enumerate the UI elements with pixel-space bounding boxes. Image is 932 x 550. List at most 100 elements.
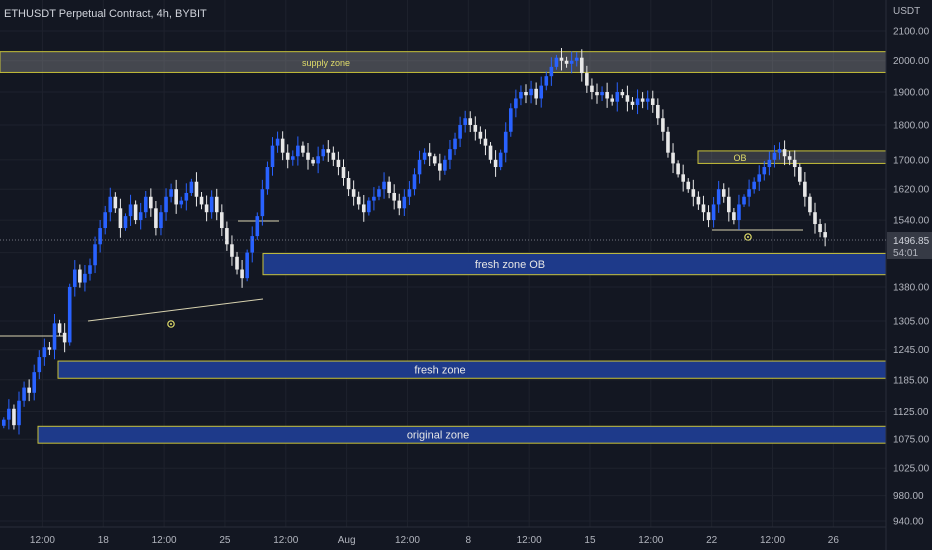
price-tick-label: 1540.00 [893, 216, 930, 227]
candle-body [128, 204, 133, 217]
price-tick-label: 1380.00 [893, 282, 930, 293]
candle-body [427, 152, 432, 157]
candle-body [595, 92, 599, 96]
candle-body [270, 145, 275, 168]
candle-body [412, 174, 417, 190]
candle-body [199, 196, 204, 205]
candle-body [742, 196, 746, 205]
candle-body [691, 189, 696, 197]
candle-body [808, 196, 812, 213]
candle-body [72, 269, 77, 287]
eye-marker-pupil [170, 323, 172, 325]
bar-countdown: 54:01 [893, 248, 918, 259]
candle-body [154, 208, 158, 229]
candle-body [747, 189, 751, 197]
time-tick-label: 15 [584, 535, 596, 546]
candle-body [453, 138, 457, 150]
candle-body [7, 408, 11, 420]
candle-body [701, 204, 706, 213]
candle-body [539, 85, 544, 99]
candle-body [671, 152, 675, 164]
candle-body [650, 98, 655, 105]
candle-body [549, 66, 554, 77]
candle-body [138, 212, 143, 221]
zones [0, 51, 887, 444]
candle-body [27, 387, 31, 393]
candle-body [356, 196, 361, 205]
time-tick-label: Aug [338, 535, 356, 546]
candle-body [387, 181, 391, 193]
candle-body [432, 156, 437, 164]
candle-body [706, 212, 711, 221]
candle-body [103, 212, 107, 229]
candle-body [265, 167, 270, 190]
zone-label: fresh zone [414, 365, 465, 377]
candle-body [762, 167, 767, 175]
candle-body [823, 232, 827, 238]
candle-body [275, 138, 280, 146]
candle-body [468, 118, 473, 125]
candle-body [488, 145, 493, 160]
price-tick-label: 1125.00 [893, 407, 929, 418]
candle-body [503, 131, 508, 153]
candle-body [493, 159, 498, 168]
candle-body [149, 196, 153, 209]
candles [2, 48, 827, 435]
candle-body [133, 204, 138, 221]
candle-body [98, 228, 102, 245]
candle-body [498, 152, 503, 168]
candle-body [787, 156, 792, 160]
price-tick-label: 1185.00 [893, 375, 929, 386]
candle-body [407, 189, 412, 197]
zone-rect [0, 51, 887, 73]
candle-body [645, 98, 650, 102]
candle-body [123, 216, 128, 229]
time-tick-label: 12:00 [760, 535, 785, 546]
candle-body [306, 152, 310, 160]
candle-body [610, 98, 614, 102]
candle-body [194, 181, 199, 197]
zone-label: original zone [407, 430, 469, 442]
candle-body [397, 200, 402, 209]
time-tick-label: 12:00 [638, 535, 663, 546]
candle-body [661, 118, 665, 132]
candle-body [169, 189, 173, 197]
candle-body [458, 124, 462, 139]
candle-body [519, 92, 523, 99]
candle-body [666, 131, 670, 153]
price-tick-label: 1900.00 [893, 88, 930, 99]
candle-body [260, 189, 265, 217]
candle-body [204, 204, 209, 213]
time-tick-label: 22 [706, 535, 718, 546]
candle-body [290, 156, 295, 160]
candle-body [752, 181, 756, 190]
candle-body [514, 98, 518, 109]
candle-body [143, 196, 148, 213]
candle-body [782, 149, 787, 157]
candle-body [331, 152, 336, 160]
candle-body [757, 174, 762, 182]
price-tick-label: 1305.00 [893, 317, 930, 328]
zone-rect [262, 252, 887, 276]
candle-body [438, 163, 442, 171]
zone-label: OB [733, 153, 746, 163]
candle-body [544, 76, 549, 86]
candle-body [772, 152, 777, 160]
candle-body [803, 181, 807, 197]
time-axis[interactable]: 12:00 18 12:00 25 12:00 Aug 12:00 8 12:00 15 12:00… [30, 535, 839, 546]
candle-body [250, 236, 255, 253]
candle-body [57, 323, 62, 333]
candle-body [625, 95, 630, 102]
candle-body [696, 196, 701, 205]
candle-body [382, 181, 386, 190]
candle-body [336, 159, 341, 168]
last-price-value: 1496.85 [893, 236, 930, 247]
candle-body [78, 269, 82, 283]
candle-body [569, 60, 574, 64]
candle-body [113, 196, 118, 209]
time-tick-label: 12:00 [395, 535, 420, 546]
candle-body [732, 212, 736, 221]
candle-body [377, 189, 381, 197]
candle-body [372, 196, 376, 201]
